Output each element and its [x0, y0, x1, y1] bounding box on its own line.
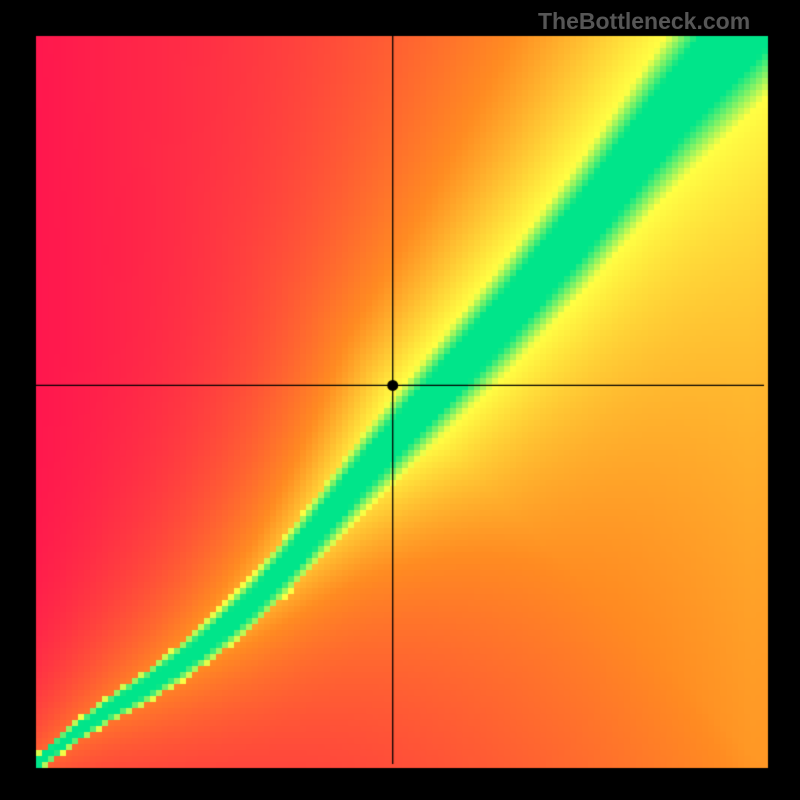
bottleneck-heatmap: [0, 0, 800, 800]
watermark-text: TheBottleneck.com: [538, 8, 750, 35]
